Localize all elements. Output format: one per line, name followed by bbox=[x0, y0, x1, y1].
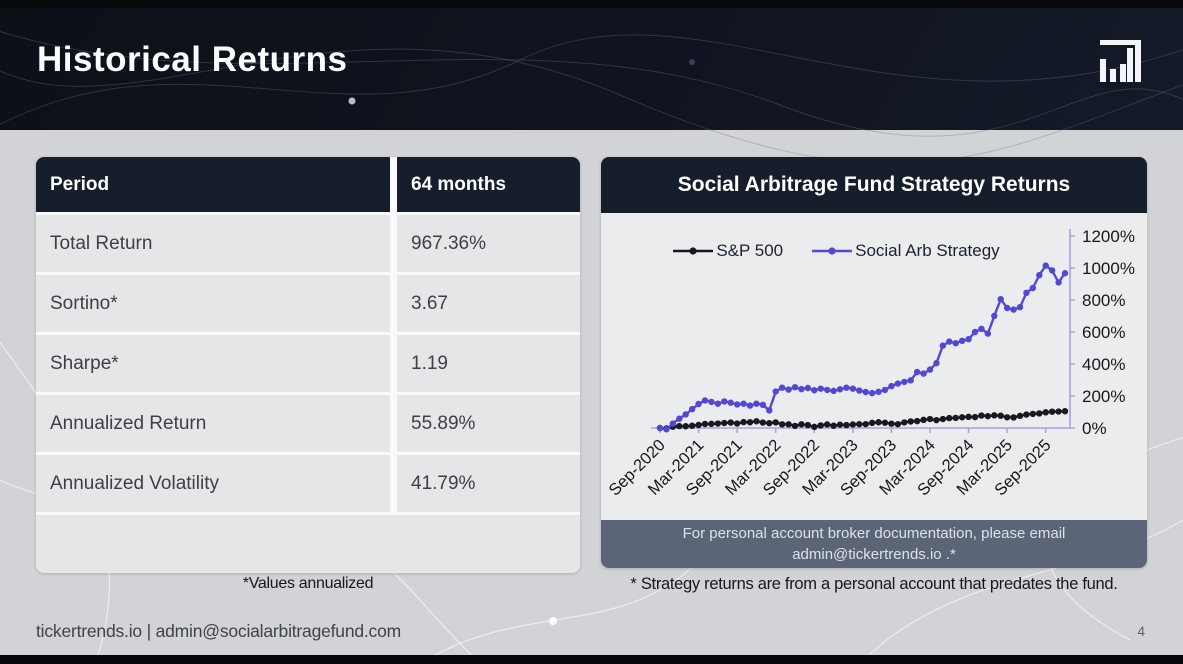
table-row-value: 41.79% bbox=[397, 455, 580, 512]
page-title: Historical Returns bbox=[37, 40, 348, 79]
chart-footnote: * Strategy returns are from a personal a… bbox=[630, 575, 1118, 593]
slide-header bbox=[0, 8, 1183, 130]
page-number: 4 bbox=[1137, 624, 1145, 639]
svg-text:1000%: 1000% bbox=[1082, 259, 1135, 278]
svg-text:200%: 200% bbox=[1082, 387, 1125, 406]
table-row-label: Annualized Volatility bbox=[36, 455, 390, 512]
svg-text:1200%: 1200% bbox=[1082, 227, 1135, 246]
chart-plot-area: S&P 500 Social Arb Strategy 0% 200% 400% 600… bbox=[601, 213, 1147, 520]
strategy-returns-card: Social Arbitrage Fund Strategy Returns S… bbox=[601, 157, 1147, 568]
svg-text:800%: 800% bbox=[1082, 291, 1125, 310]
legend-swatch-icon bbox=[812, 247, 853, 255]
legend-swatch-icon bbox=[673, 247, 714, 255]
legend-item: Social Arb Strategy bbox=[811, 241, 1000, 261]
legend-label: Social Arb Strategy bbox=[855, 241, 1000, 260]
footer-contact: tickertrends.io | admin@socialarbitragef… bbox=[36, 621, 402, 641]
legend-label: S&P 500 bbox=[716, 241, 784, 260]
table-row-value: 3.67 bbox=[397, 275, 580, 332]
legend-item: S&P 500 bbox=[672, 241, 783, 261]
svg-text:0%: 0% bbox=[1082, 419, 1107, 438]
svg-text:600%: 600% bbox=[1082, 323, 1125, 342]
table-row-value: 1.19 bbox=[397, 335, 580, 392]
table-row-value: 967.36% bbox=[397, 215, 580, 272]
chart-title: Social Arbitrage Fund Strategy Returns bbox=[601, 157, 1147, 213]
table-footnote: *Values annualized bbox=[242, 575, 374, 592]
chart-note-bar: For personal account broker documentatio… bbox=[601, 520, 1147, 568]
table-header-period: Period bbox=[36, 157, 390, 212]
table-empty-row bbox=[36, 515, 580, 573]
table-header-months: 64 months bbox=[397, 157, 580, 212]
table-row-label: Sortino* bbox=[36, 275, 390, 332]
returns-line-chart: 0%200%400%600%800%1000%1200%Sep-2020Mar-… bbox=[605, 227, 1135, 499]
svg-text:400%: 400% bbox=[1082, 355, 1125, 374]
bottom-border bbox=[0, 655, 1183, 664]
table-row-value: 55.89% bbox=[397, 395, 580, 452]
metrics-table: Period 64 months Total Return 967.36% So… bbox=[36, 157, 580, 573]
bar-chart-icon bbox=[1097, 38, 1141, 87]
table-row-label: Annualized Return bbox=[36, 395, 390, 452]
table-row-label: Total Return bbox=[36, 215, 390, 272]
table-row-label: Sharpe* bbox=[36, 335, 390, 392]
chart-legend: S&P 500 Social Arb Strategy bbox=[601, 241, 1071, 261]
